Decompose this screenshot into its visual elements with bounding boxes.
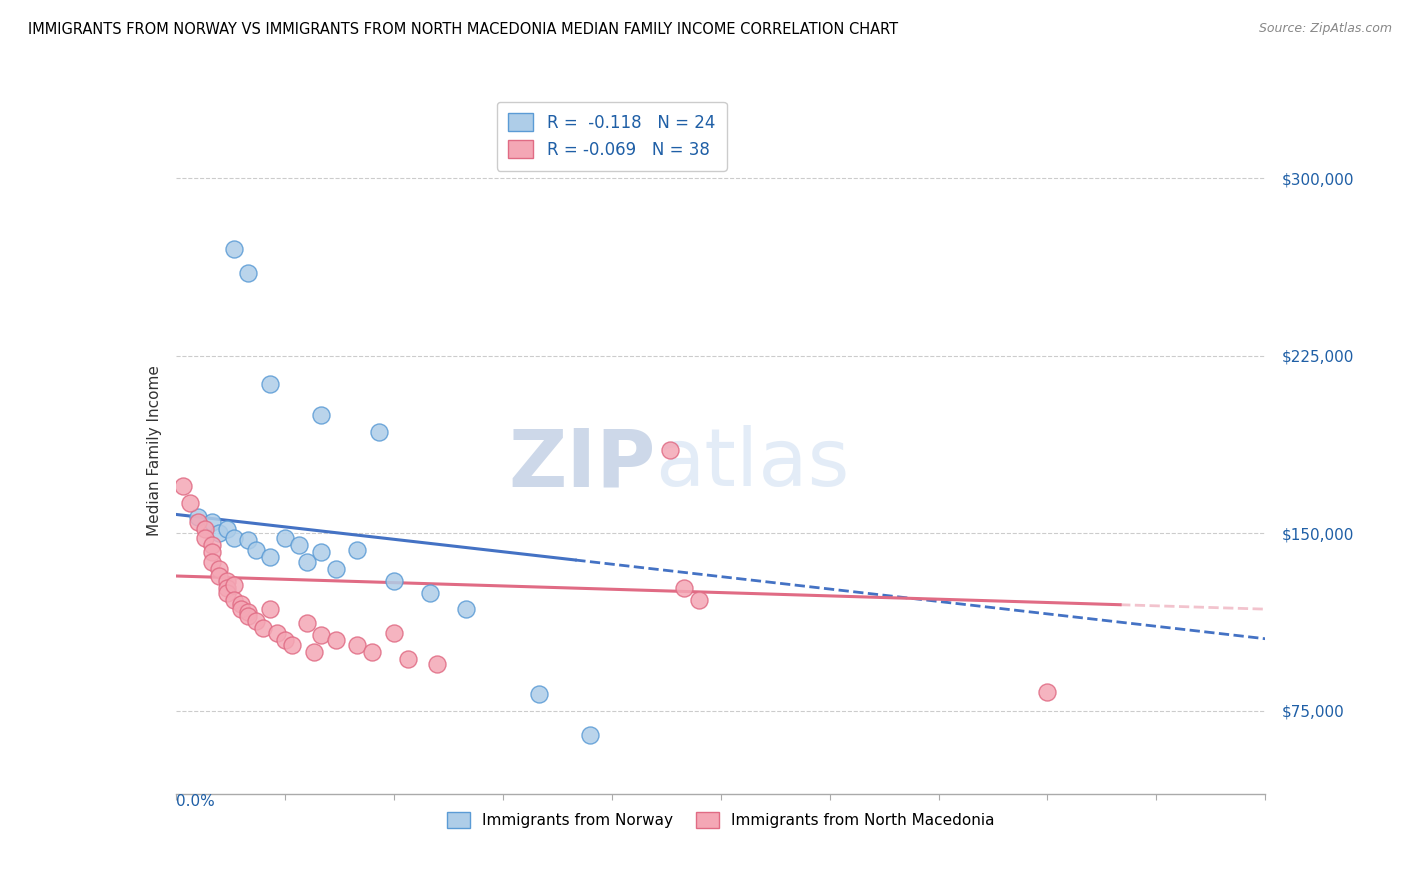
Point bbox=[222, 578, 245, 592]
Point bbox=[368, 425, 391, 439]
Point bbox=[208, 569, 231, 583]
Point bbox=[231, 598, 253, 612]
Point bbox=[382, 574, 405, 588]
Point bbox=[579, 728, 602, 742]
Point bbox=[194, 522, 217, 536]
Point bbox=[186, 509, 209, 524]
Point bbox=[288, 538, 311, 552]
Point bbox=[419, 585, 441, 599]
Point bbox=[252, 621, 274, 635]
Point bbox=[673, 581, 696, 595]
Point bbox=[426, 657, 449, 671]
Point bbox=[208, 526, 231, 541]
Point bbox=[238, 609, 260, 624]
Point bbox=[346, 638, 368, 652]
Point bbox=[222, 592, 245, 607]
Point bbox=[658, 443, 681, 458]
Point bbox=[274, 531, 297, 545]
Point bbox=[201, 555, 224, 569]
Point bbox=[360, 645, 382, 659]
Point bbox=[208, 562, 231, 576]
Point bbox=[382, 625, 405, 640]
Point bbox=[302, 645, 325, 659]
Point bbox=[215, 581, 238, 595]
Point bbox=[201, 515, 224, 529]
Point bbox=[325, 632, 347, 647]
Point bbox=[172, 479, 194, 493]
Point bbox=[245, 614, 267, 628]
Point bbox=[274, 632, 297, 647]
Point bbox=[688, 592, 710, 607]
Text: IMMIGRANTS FROM NORWAY VS IMMIGRANTS FROM NORTH MACEDONIA MEDIAN FAMILY INCOME C: IMMIGRANTS FROM NORWAY VS IMMIGRANTS FRO… bbox=[28, 22, 898, 37]
Point bbox=[295, 616, 318, 631]
Point bbox=[325, 562, 347, 576]
Point bbox=[222, 531, 245, 545]
Point bbox=[179, 495, 201, 509]
Point bbox=[215, 574, 238, 588]
Point bbox=[295, 555, 318, 569]
Point bbox=[186, 515, 209, 529]
Point bbox=[238, 266, 260, 280]
Point bbox=[309, 408, 332, 422]
Point bbox=[259, 549, 281, 564]
Point bbox=[215, 522, 238, 536]
Point bbox=[456, 602, 478, 616]
Text: 0.0%: 0.0% bbox=[176, 794, 215, 809]
Y-axis label: Median Family Income: Median Family Income bbox=[146, 365, 162, 536]
Text: atlas: atlas bbox=[655, 425, 849, 503]
Point bbox=[1036, 685, 1059, 699]
Point bbox=[396, 652, 419, 666]
Legend: Immigrants from Norway, Immigrants from North Macedonia: Immigrants from Norway, Immigrants from … bbox=[440, 806, 1001, 834]
Point bbox=[201, 538, 224, 552]
Point bbox=[259, 602, 281, 616]
Point bbox=[215, 585, 238, 599]
Text: Source: ZipAtlas.com: Source: ZipAtlas.com bbox=[1258, 22, 1392, 36]
Point bbox=[238, 605, 260, 619]
Point bbox=[194, 531, 217, 545]
Point bbox=[245, 543, 267, 558]
Point bbox=[231, 602, 253, 616]
Point bbox=[281, 638, 304, 652]
Point bbox=[527, 687, 550, 701]
Point bbox=[309, 628, 332, 642]
Point bbox=[201, 545, 224, 559]
Point bbox=[309, 545, 332, 559]
Point bbox=[238, 533, 260, 548]
Point bbox=[222, 242, 245, 256]
Point bbox=[266, 625, 288, 640]
Point bbox=[346, 543, 368, 558]
Text: ZIP: ZIP bbox=[508, 425, 655, 503]
Point bbox=[259, 377, 281, 392]
